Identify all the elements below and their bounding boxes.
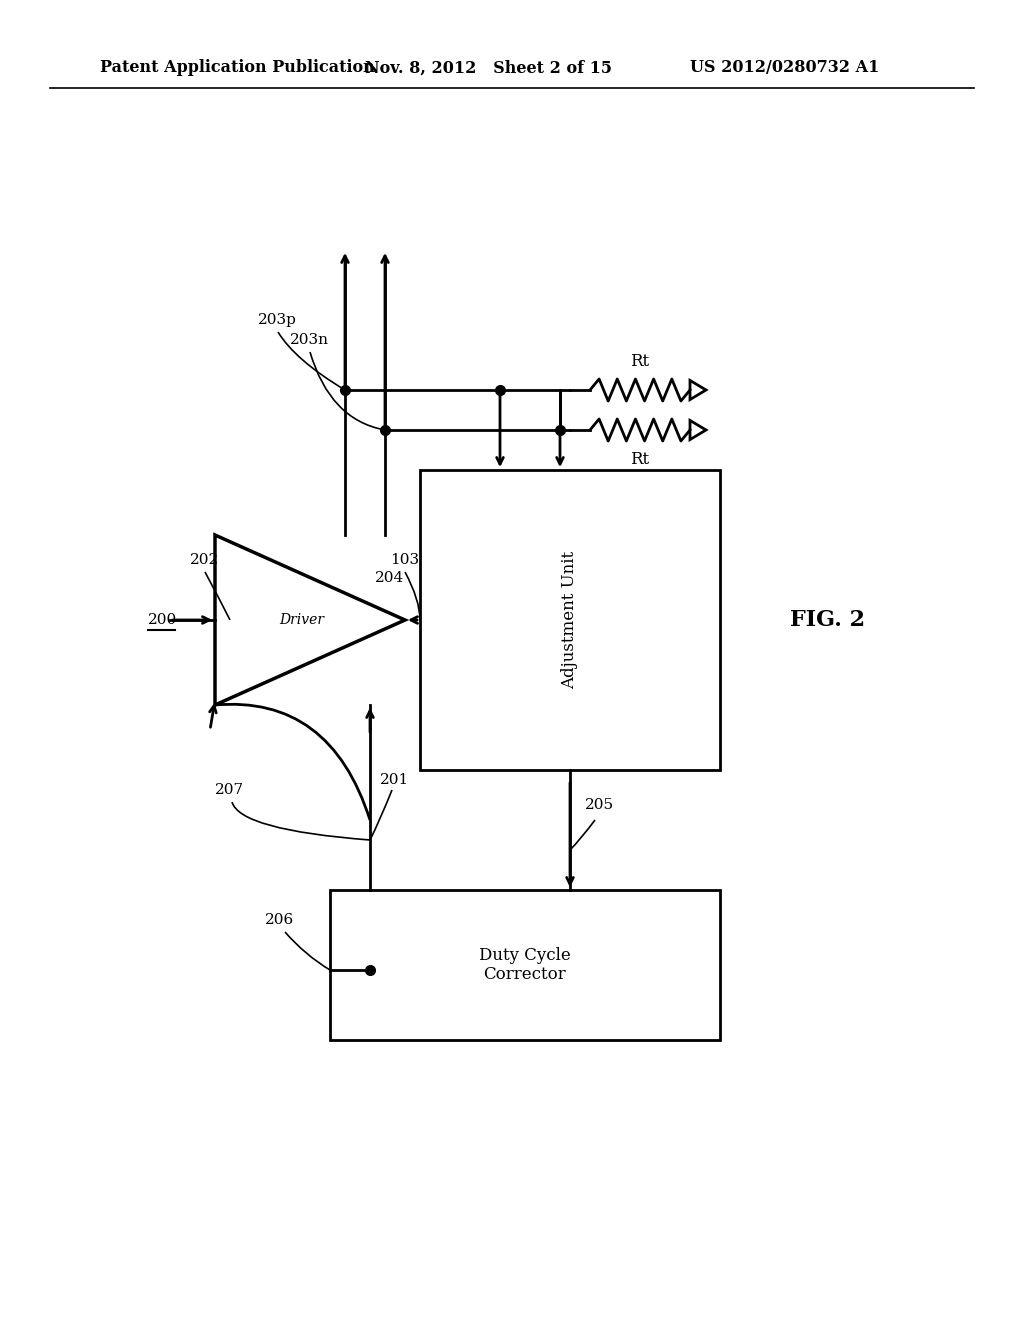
- Text: Patent Application Publication: Patent Application Publication: [100, 59, 375, 77]
- Text: 200: 200: [148, 612, 177, 627]
- Text: Rt: Rt: [631, 354, 649, 371]
- Text: 207: 207: [215, 783, 244, 797]
- Text: FIG. 2: FIG. 2: [790, 609, 865, 631]
- Text: 206: 206: [265, 913, 294, 927]
- Text: Nov. 8, 2012   Sheet 2 of 15: Nov. 8, 2012 Sheet 2 of 15: [365, 59, 612, 77]
- Text: 103: 103: [390, 553, 419, 568]
- Text: Rt: Rt: [631, 451, 649, 469]
- Text: 201: 201: [380, 774, 410, 787]
- Text: Adjustment Unit: Adjustment Unit: [561, 550, 579, 689]
- Text: Duty Cycle
Corrector: Duty Cycle Corrector: [479, 946, 570, 983]
- Text: 203p: 203p: [258, 313, 297, 327]
- Text: US 2012/0280732 A1: US 2012/0280732 A1: [690, 59, 880, 77]
- Text: 203n: 203n: [290, 333, 329, 347]
- Text: 205: 205: [585, 799, 614, 812]
- Text: Driver: Driver: [280, 612, 325, 627]
- Text: 204: 204: [375, 572, 404, 585]
- Bar: [420, 470, 720, 770]
- Bar: [330, 890, 720, 1040]
- Text: 202: 202: [190, 553, 219, 568]
